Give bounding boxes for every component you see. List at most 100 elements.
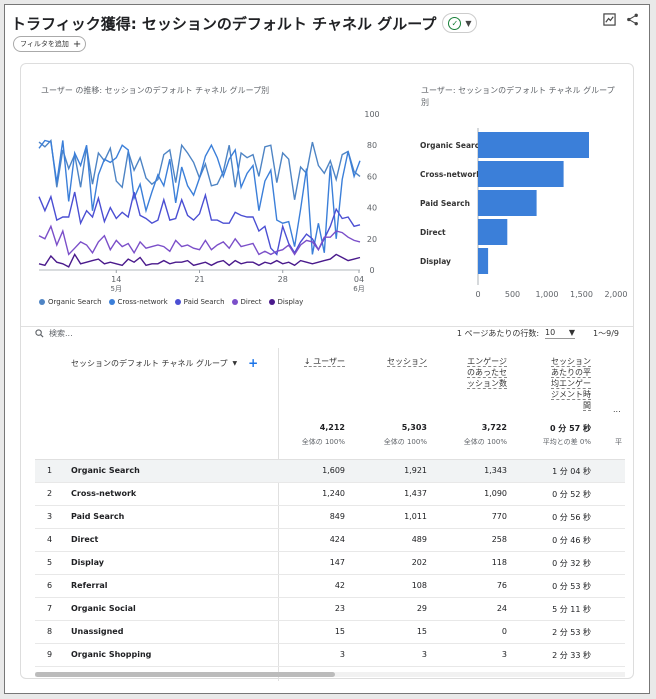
row-metric-value: 3 [339,650,345,659]
table-row[interactable]: 8 Unassigned 15 15 0 2 分 53 秒 [35,621,625,644]
x-tick-month: 6月 [353,285,364,293]
chevron-down-icon: ▼ [465,18,472,28]
series-line-paid-search [38,191,361,256]
row-metric-value: 202 [411,558,427,567]
add-filter-button[interactable]: フィルタを追加 + [13,36,87,52]
row-index: 6 [47,581,53,590]
row-channel-name: Organic Social [71,604,136,613]
legend-label: Paid Search [183,298,225,306]
row-metric-value: 15 [334,627,345,636]
bar-organic-search[interactable] [478,132,589,158]
customize-report-button[interactable] [603,13,616,26]
dimension-header: セッションのデフォルト チャネル グループ [71,358,228,368]
truncated-column-header: ... [613,405,621,414]
row-metric-value: 1,343 [484,466,507,475]
page-title: トラフィック獲得: セッションのデフォルト チャネル グループ [11,14,437,33]
table-row[interactable]: 6 Referral 42 108 76 0 分 53 秒 [35,575,625,598]
total-subtext: 全体の 100% [301,438,345,446]
metric-header-line: あたりの平 [551,368,591,378]
row-channel-name: Paid Search [71,512,125,521]
bar-category-label: Display [420,257,451,266]
series-line-cross-network [38,139,361,255]
bar-chart-title: ユーザー: セッションのデフォルト チャネル グループ別 [421,86,615,107]
row-metric-value: 5 分 11 秒 [552,605,591,614]
share-icon [627,13,638,26]
search-input[interactable]: 検索... [49,329,73,338]
row-metric-value: 76 [496,581,507,590]
bar-direct[interactable] [478,219,508,245]
add-dimension-icon[interactable]: + [248,356,259,370]
row-index: 4 [47,535,53,544]
table-row[interactable]: 4 Direct 424 489 258 0 分 46 秒 [35,529,625,552]
row-metric-value: 424 [329,535,345,544]
row-channel-name: Organic Shopping [71,650,152,659]
pagination-controls: 1 ページあたりの行数: 10 ▼ 1〜9/9 [457,328,619,339]
table-row[interactable]: 1 Organic Search 1,609 1,921 1,343 1 分 04 秒 [35,460,625,483]
pagination-range: 1〜9/9 [593,329,619,338]
plus-icon: + [72,38,82,50]
status-dropdown[interactable]: ✓ ▼ [442,13,478,33]
metric-header-line: 間 [583,401,591,411]
y-tick-label: 80 [367,141,377,150]
rows-per-page-select[interactable]: 10 ▼ [545,328,576,339]
metric-header-line: のあったセ [467,368,507,378]
series-line-display [38,252,361,268]
dropdown-arrow-icon: ▼ [232,359,238,367]
row-metric-value: 770 [491,512,507,521]
table-search[interactable]: 検索... [35,328,73,339]
metric-header-line: 均エンゲー [551,379,591,389]
metric-header-line: エンゲージ [467,357,507,367]
dimension-selector[interactable]: セッションのデフォルト チャネル グループ ▼ + [71,356,258,370]
y-tick-label: 60 [367,172,377,181]
y-tick-label: 40 [367,204,377,213]
table-row[interactable]: 9 Organic Shopping 3 3 3 2 分 33 秒 [35,644,625,667]
row-metric-value: 1,609 [322,466,345,475]
share-button[interactable] [626,13,639,26]
bar-x-tick-label: 1,500 [570,290,593,298]
table-row[interactable]: 2 Cross-network 1,240 1,437 1,090 0 分 52 秒 [35,483,625,506]
row-metric-value: 147 [329,558,345,567]
row-metric-value: 1,240 [322,489,345,498]
bar-paid-search[interactable] [478,190,537,216]
metric-header[interactable]: セッション あたりの平 均エンゲー ジメント時間 [539,356,591,411]
x-tick-month: 5月 [111,285,122,293]
scrollbar-thumb[interactable] [35,672,335,677]
row-metric-value: 3 [421,650,427,659]
total-value: 3,722 [481,423,507,432]
bar-chart: Organic Search Cross-network Paid Search Di… [420,128,627,298]
legend-item[interactable]: Display [268,298,303,306]
table-row[interactable]: 7 Organic Social 23 29 24 5 分 11 秒 [35,598,625,621]
metric-header[interactable]: セッション [367,356,427,367]
legend-item[interactable]: Cross-network [108,298,168,306]
bar-x-tick-label: 0 [475,290,480,298]
legend-dot-icon [108,299,115,305]
bar-cross-network[interactable] [478,161,564,187]
row-metric-value: 258 [491,535,507,544]
table-row[interactable]: 5 Display 147 202 118 0 分 32 秒 [35,552,625,575]
bar-x-tick-label: 1,000 [536,290,559,298]
row-metric-value: 0 分 56 秒 [552,513,591,522]
metric-header[interactable]: エンゲージ のあったセ ッション数 [455,356,507,389]
total-value: 4,212 [319,423,345,432]
legend-item[interactable]: Organic Search [39,298,102,306]
legend-item[interactable]: Direct [231,298,262,306]
row-metric-value: 2 分 53 秒 [552,628,591,637]
report-card: ユーザー の推移: セッションのデフォルト チャネル グループ別 ユーザー: セ… [20,63,634,681]
metric-header[interactable]: ↓ ユーザー [285,356,345,367]
rows-per-page-label: 1 ページあたりの行数: [456,329,540,338]
table-row[interactable]: 3 Paid Search 849 1,011 770 0 分 56 秒 [35,506,625,529]
row-metric-value: 0 分 46 秒 [552,536,591,545]
line-chart-legend: Organic Search Cross-network Paid Search Di… [39,298,303,306]
bar-category-label: Cross-network [420,170,482,179]
row-metric-value: 1,011 [404,512,427,521]
row-metric-value: 2 分 33 秒 [552,651,591,660]
row-channel-name: Cross-network [71,489,137,498]
truncated-total-subtext: 平 [615,438,622,446]
metric-header-line: ジメント時 [551,390,591,400]
legend-label: Cross-network [117,298,168,306]
horizontal-scrollbar[interactable] [35,672,625,677]
bar-display[interactable] [478,248,489,274]
row-metric-value: 0 分 53 秒 [552,582,591,591]
legend-item[interactable]: Paid Search [174,298,225,306]
